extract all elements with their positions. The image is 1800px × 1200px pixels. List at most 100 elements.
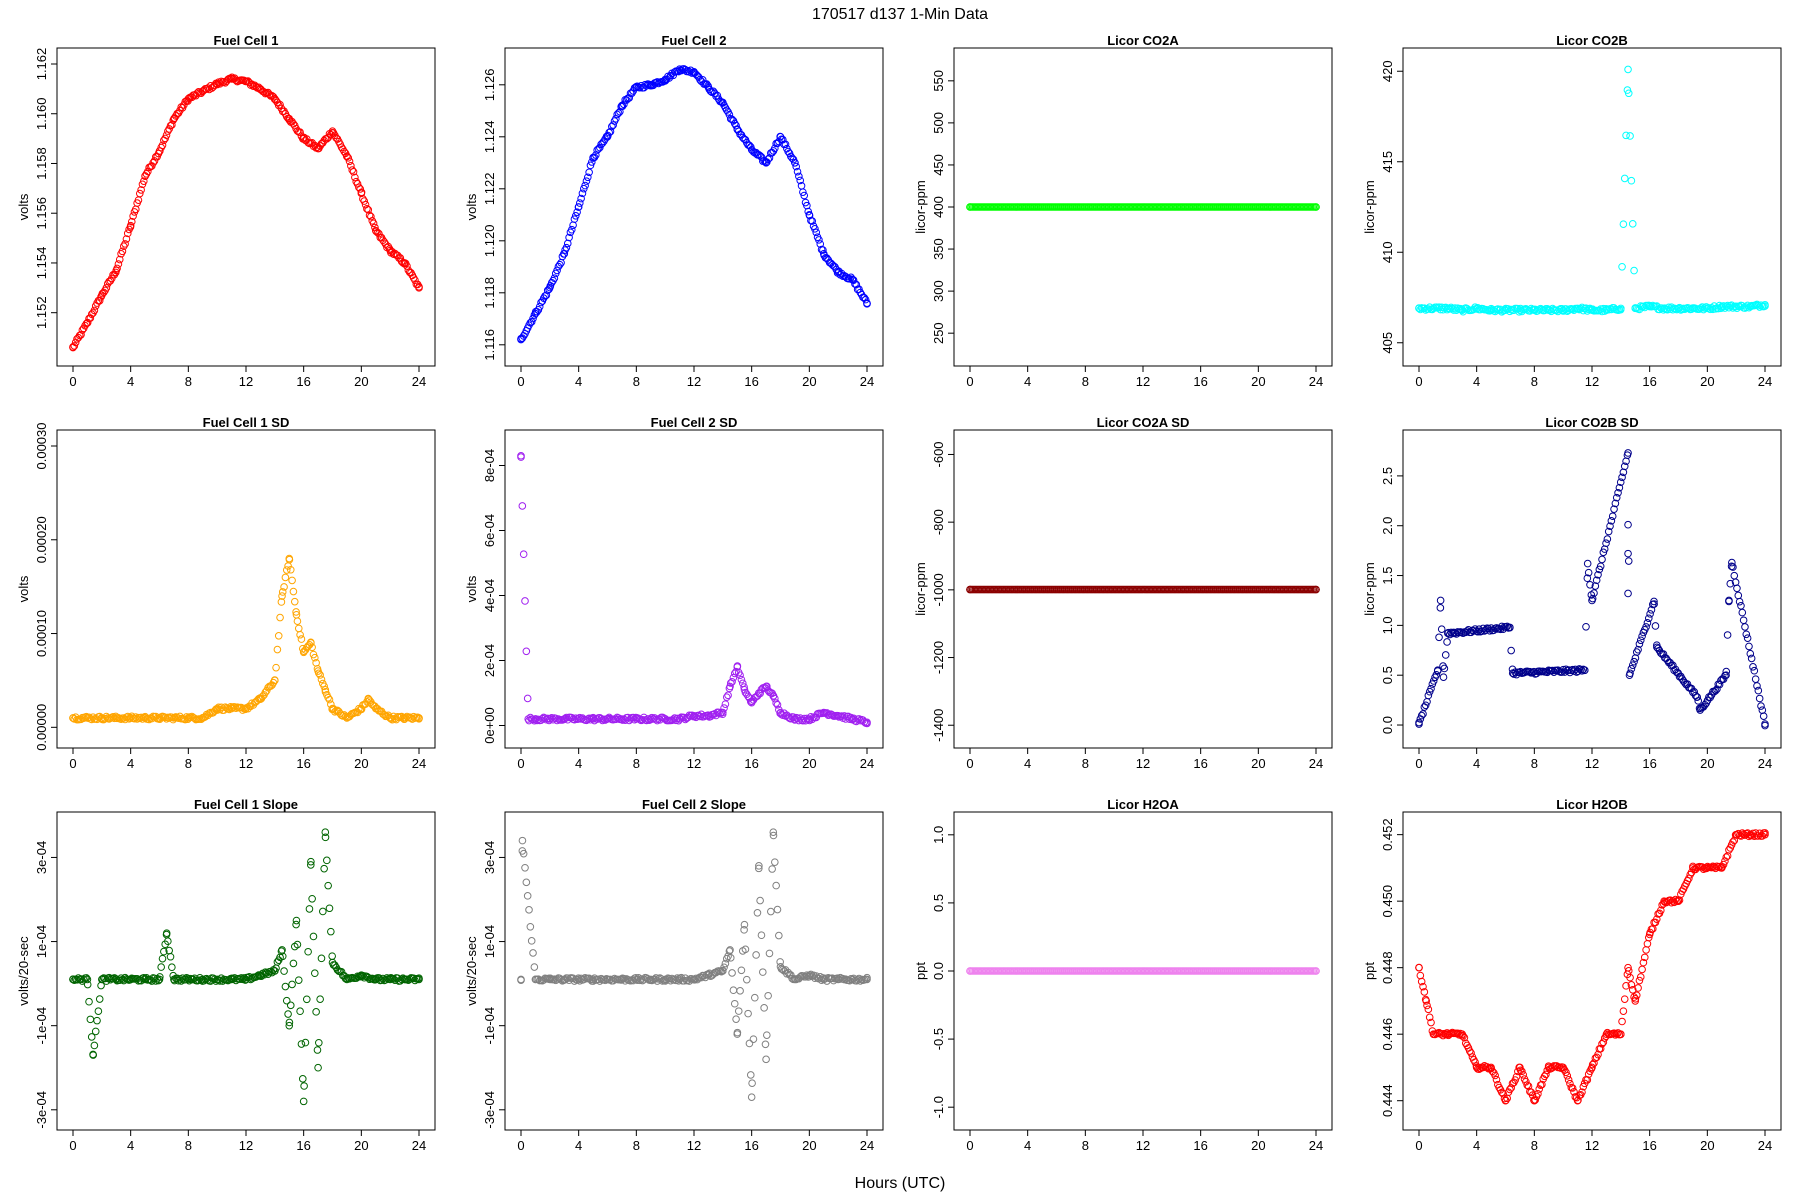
data-point — [738, 679, 747, 688]
x-tick-label: 20 — [354, 374, 368, 389]
data-point — [94, 1007, 103, 1015]
data-point — [1626, 973, 1634, 982]
data-point — [1580, 666, 1589, 675]
x-tick-label: 24 — [1309, 1138, 1323, 1153]
data-point — [1531, 1096, 1540, 1104]
data-point — [325, 695, 334, 704]
data-point — [102, 284, 111, 292]
data-point — [323, 856, 331, 865]
data-point — [726, 954, 735, 962]
y-tick-label: -0.5 — [931, 1028, 946, 1050]
data-point — [760, 1004, 768, 1012]
data-point — [733, 1028, 742, 1037]
data-point — [811, 974, 819, 983]
data-point — [1433, 667, 1442, 675]
data-point — [168, 121, 176, 129]
data-point — [341, 712, 350, 721]
y-tick-label: 550 — [931, 70, 946, 92]
panel-title: Fuel Cell 1 SD — [203, 415, 290, 430]
data-point — [1568, 1084, 1577, 1092]
data-point — [122, 235, 131, 243]
data-point — [320, 864, 328, 873]
data-point — [1711, 686, 1720, 695]
data-point — [1506, 623, 1514, 632]
data-point — [1685, 874, 1693, 883]
data-point — [518, 836, 527, 845]
data-point — [1579, 665, 1588, 674]
data-point — [254, 695, 263, 703]
x-tick-label: 20 — [354, 1138, 368, 1153]
data-point — [828, 260, 837, 269]
data-point — [411, 276, 419, 285]
y-tick-label: 1.156 — [34, 197, 49, 230]
y-axis-label: licor-ppm — [1362, 562, 1377, 615]
data-point — [150, 157, 159, 165]
x-tick-label: 12 — [1136, 374, 1150, 389]
data-point — [369, 219, 378, 228]
data-point — [375, 229, 383, 238]
data-point — [769, 831, 778, 840]
data-point — [757, 931, 766, 940]
chart-panel-4: Licor CO2B 0 4 8 12 16 20 24 405 410 415 420 licor-p… — [1362, 33, 1782, 389]
data-point — [1745, 642, 1753, 651]
data-point — [1753, 682, 1761, 690]
x-tick-label: 8 — [185, 756, 192, 771]
data-point — [90, 1041, 99, 1050]
data-point — [569, 221, 577, 229]
panel-title: Licor CO2A SD — [1097, 415, 1190, 430]
data-point — [654, 975, 663, 983]
data-point — [749, 1035, 758, 1043]
data-point — [1532, 669, 1541, 678]
panel-title: Licor CO2A — [1107, 33, 1179, 48]
data-point — [1511, 1076, 1519, 1084]
data-point — [364, 206, 373, 214]
data-point — [371, 702, 379, 711]
data-point — [1754, 686, 1763, 695]
data-point — [1554, 307, 1562, 316]
data-point — [359, 971, 367, 980]
y-tick-label: -1000 — [931, 573, 946, 606]
y-tick-label: 2.0 — [1380, 517, 1395, 535]
data-point — [1576, 665, 1585, 674]
data-point — [1415, 304, 1423, 312]
data-point — [1480, 627, 1489, 635]
y-tick-label: 1.124 — [482, 121, 497, 154]
data-point — [734, 1007, 743, 1015]
x-tick-label: 24 — [412, 756, 426, 771]
x-tick-label: 4 — [127, 1138, 134, 1153]
data-series — [69, 828, 423, 1106]
data-point — [761, 1040, 770, 1049]
data-point — [304, 642, 312, 650]
data-point — [775, 931, 783, 940]
data-point — [745, 1039, 754, 1048]
data-point — [574, 203, 583, 211]
y-tick-label: 415 — [1380, 151, 1395, 173]
data-point — [1519, 1070, 1528, 1079]
data-point — [273, 645, 282, 654]
data-point — [1436, 596, 1445, 605]
data-point — [1749, 663, 1757, 671]
plot-frame — [56, 429, 436, 749]
data-point — [89, 1050, 97, 1059]
data-point — [772, 881, 780, 890]
data-point — [518, 502, 527, 510]
data-point — [748, 1079, 756, 1088]
y-tick-label: -600 — [931, 441, 946, 467]
data-point — [1739, 616, 1748, 625]
x-tick-label: 20 — [1700, 374, 1714, 389]
panel-title: Fuel Cell 1 — [213, 33, 278, 48]
data-point — [808, 217, 817, 225]
data-point — [585, 168, 593, 177]
data-point — [771, 694, 779, 703]
data-point — [1738, 608, 1747, 617]
data-point — [356, 185, 365, 193]
data-point — [586, 161, 595, 170]
data-point — [280, 583, 288, 591]
data-point — [90, 306, 99, 315]
data-point — [1627, 665, 1636, 673]
data-point — [773, 905, 782, 914]
data-point — [129, 212, 137, 220]
data-series — [1415, 449, 1769, 730]
data-point — [249, 82, 258, 90]
data-point — [313, 665, 322, 673]
